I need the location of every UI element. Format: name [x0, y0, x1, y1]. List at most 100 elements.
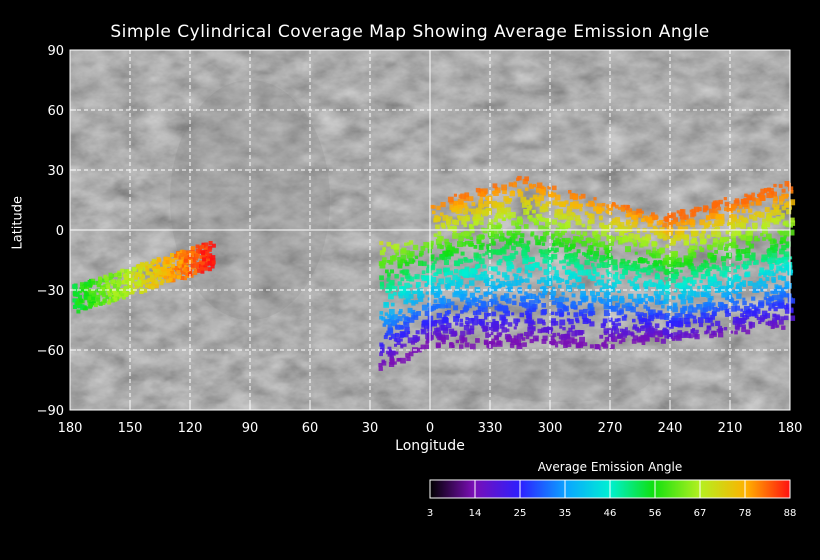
coverage-cell [534, 298, 540, 304]
coverage-cell [619, 237, 624, 241]
coverage-cell [521, 297, 526, 303]
coverage-cell [752, 197, 757, 202]
coverage-cell [479, 189, 484, 194]
coverage-cell [570, 301, 577, 308]
lon-tick-label: 60 [302, 421, 319, 436]
coverage-cell [592, 231, 596, 235]
coverage-cell [144, 283, 149, 288]
coverage-cell [735, 230, 741, 236]
coverage-cell [581, 314, 587, 320]
coverage-cell [631, 214, 636, 220]
coverage-cell [689, 296, 694, 300]
coverage-cell [763, 273, 767, 278]
coverage-cell [640, 268, 645, 273]
coverage-cell [761, 310, 768, 317]
coverage-cell [476, 309, 482, 315]
coverage-cell [564, 248, 569, 253]
coverage-cell [654, 323, 660, 328]
coverage-cell [134, 275, 139, 280]
coverage-cell [111, 279, 116, 284]
coverage-cell [551, 318, 556, 324]
coverage-cell [676, 257, 682, 263]
coverage-cell [558, 284, 562, 289]
coverage-cell [744, 271, 751, 277]
coverage-cell [400, 287, 407, 293]
coverage-cell [583, 308, 588, 314]
coverage-cell [444, 271, 449, 276]
coverage-cell [498, 284, 502, 288]
coverage-cell [697, 285, 701, 290]
coverage-cell [121, 295, 126, 300]
coverage-cell [151, 266, 156, 271]
coverage-cell [88, 283, 92, 288]
coverage-cell [563, 333, 568, 338]
coverage-cell [443, 314, 447, 318]
coverage-cell [662, 260, 667, 266]
coverage-cell [447, 225, 453, 231]
coverage-cell [387, 272, 391, 277]
coverage-cell [402, 269, 409, 276]
coverage-cell [145, 265, 149, 270]
coverage-cell [514, 278, 518, 282]
coverage-cell [543, 254, 548, 259]
coverage-cell [573, 306, 578, 310]
coverage-cell [710, 314, 715, 320]
coverage-cell [506, 336, 513, 343]
coverage-cell [716, 239, 722, 245]
coverage-cell [619, 230, 625, 236]
coverage-cell [614, 279, 620, 284]
coverage-cell [587, 274, 593, 280]
coverage-cell [113, 297, 118, 302]
coverage-cell [552, 275, 558, 281]
coverage-cell [185, 250, 190, 255]
coverage-cell [142, 280, 146, 285]
coverage-cell [427, 332, 431, 337]
coverage-cell [684, 257, 688, 262]
coverage-cell [592, 266, 597, 271]
coverage-cell [711, 232, 716, 237]
coverage-cell [771, 295, 778, 301]
coverage-cell [549, 294, 555, 300]
coverage-cell [463, 209, 468, 215]
coverage-cell [595, 344, 601, 351]
coverage-cell [130, 271, 135, 276]
coverage-cell [773, 207, 778, 212]
map-title: Simple Cylindrical Coverage Map Showing … [110, 22, 710, 42]
coverage-cell [553, 240, 559, 246]
coverage-cell [451, 330, 458, 337]
coverage-cell [586, 254, 591, 259]
coverage-cell [673, 264, 677, 268]
coverage-cell [98, 289, 103, 293]
coverage-cell [499, 324, 505, 329]
coverage-cell [487, 312, 491, 317]
coverage-cell [789, 199, 796, 206]
coverage-cell [698, 246, 702, 250]
coverage-cell [431, 282, 435, 287]
coverage-cell [543, 259, 547, 264]
coverage-cell [556, 332, 561, 336]
coverage-cell [417, 347, 422, 353]
coverage-cell [453, 290, 459, 296]
coverage-cell [585, 203, 589, 207]
coverage-cell [625, 221, 630, 226]
coverage-cell [523, 224, 529, 229]
coverage-cell [437, 283, 441, 287]
coverage-cell [575, 277, 581, 283]
coverage-cell [700, 266, 704, 271]
coverage-cell [515, 226, 522, 232]
coverage-cell [565, 237, 571, 243]
coverage-cell [718, 332, 724, 338]
coverage-cell [83, 283, 88, 288]
coverage-cell [641, 298, 646, 303]
coverage-cell [764, 291, 770, 297]
coverage-cell [564, 253, 569, 258]
coverage-cell [494, 305, 500, 311]
coverage-cell [578, 195, 583, 200]
coverage-cell [485, 196, 490, 201]
coverage-cell [464, 206, 469, 211]
coverage-cell [117, 282, 122, 287]
coverage-cell [525, 295, 530, 299]
coverage-cell [593, 206, 599, 212]
coverage-cell [470, 343, 476, 350]
coverage-cell [494, 233, 500, 239]
